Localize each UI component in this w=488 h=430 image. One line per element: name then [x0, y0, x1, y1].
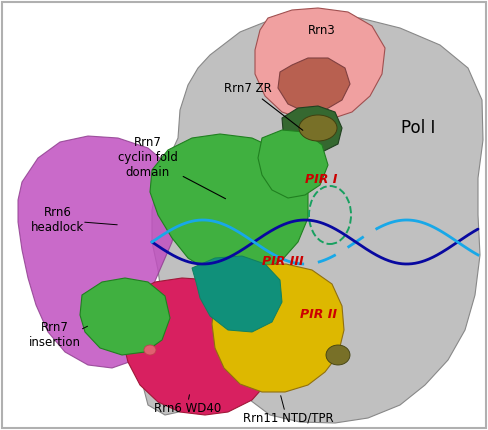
Text: Rrn7
insertion: Rrn7 insertion [29, 321, 81, 349]
Polygon shape [255, 8, 385, 120]
Text: Rrn6 WD40: Rrn6 WD40 [154, 402, 222, 415]
Polygon shape [142, 15, 483, 423]
Text: PIR I: PIR I [305, 173, 337, 186]
Polygon shape [80, 278, 170, 355]
Polygon shape [278, 58, 350, 112]
Polygon shape [258, 130, 328, 198]
Text: Rrn11 NTD/TPR: Rrn11 NTD/TPR [243, 412, 333, 424]
Ellipse shape [144, 345, 156, 355]
Text: Rrn3: Rrn3 [308, 24, 336, 37]
Polygon shape [122, 278, 275, 415]
Polygon shape [282, 106, 342, 152]
Text: Rrn7 ZR: Rrn7 ZR [224, 82, 303, 130]
Ellipse shape [326, 345, 350, 365]
Polygon shape [150, 134, 308, 278]
Text: Rrn6
headlock: Rrn6 headlock [31, 206, 84, 234]
Text: PIR III: PIR III [262, 255, 304, 268]
Text: Pol I: Pol I [401, 119, 435, 137]
Ellipse shape [299, 115, 337, 141]
Text: Rrn7
cyclin fold
domain: Rrn7 cyclin fold domain [118, 136, 225, 199]
Polygon shape [192, 256, 282, 332]
Polygon shape [212, 264, 344, 392]
Polygon shape [18, 136, 178, 368]
Text: PIR II: PIR II [300, 308, 337, 321]
